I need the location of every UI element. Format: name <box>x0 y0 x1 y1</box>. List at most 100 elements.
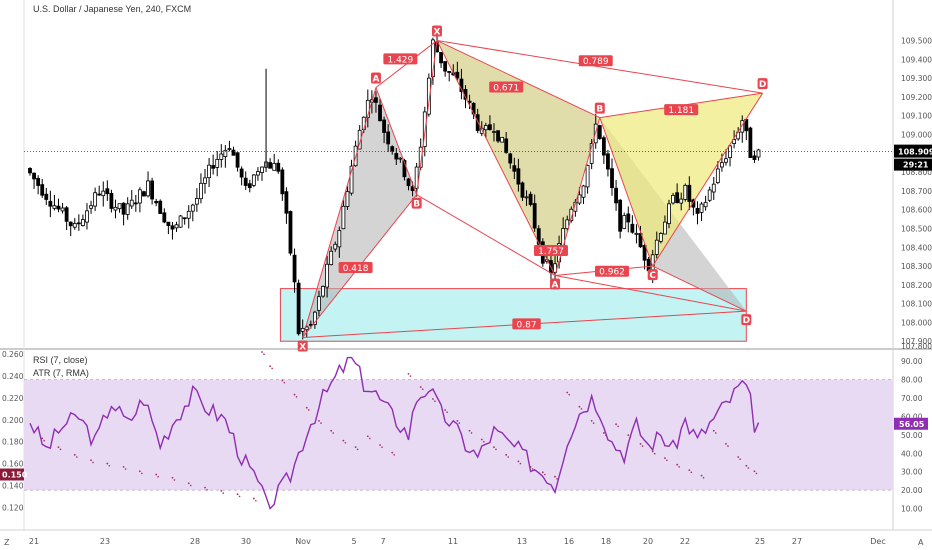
candle-body <box>720 162 724 168</box>
countdown-text: 29:21 <box>903 161 929 170</box>
atr-tick: 0.200 <box>2 416 24 425</box>
candle-body <box>394 153 399 160</box>
atr-dot <box>252 497 255 500</box>
atr-dot <box>122 465 125 468</box>
atr-dot <box>157 475 159 478</box>
candle-body <box>247 183 252 189</box>
atr-tick: 0.160 <box>2 460 24 469</box>
atr-dot <box>293 393 296 396</box>
price-tick: 109.200 <box>901 93 932 102</box>
candle-body <box>642 245 647 261</box>
candle-body <box>280 169 285 195</box>
candle-body <box>516 168 521 185</box>
candle-body <box>142 191 146 197</box>
atr-last-text: 0.150 <box>2 471 28 480</box>
candle-body <box>288 211 293 254</box>
atr-dot <box>556 478 558 480</box>
atr-dot <box>495 448 497 451</box>
candle-body <box>89 205 93 209</box>
leg-ba-gray <box>416 194 556 276</box>
atr-dot <box>458 422 461 424</box>
candle-body <box>199 182 203 200</box>
atr-dot <box>745 464 748 467</box>
candle-body <box>711 183 716 193</box>
candle-body <box>36 178 41 186</box>
atr-tick: 0.140 <box>2 481 24 490</box>
price-tick: 108.800 <box>901 168 932 177</box>
price-tick: 108.200 <box>901 281 932 290</box>
price-tick: 109.500 <box>901 37 932 46</box>
candle-body <box>272 163 277 171</box>
candle-body <box>44 193 49 200</box>
point-label-bg <box>647 269 658 281</box>
candle-body <box>117 203 122 210</box>
atr-dot <box>255 499 257 502</box>
candle-body <box>496 130 500 142</box>
price-tick: 108.500 <box>901 224 932 233</box>
atr-dot <box>220 490 223 492</box>
candle-body <box>268 162 273 169</box>
atr-dot <box>330 429 333 432</box>
timezone-button[interactable]: Z <box>4 538 10 547</box>
candle-body <box>528 193 533 205</box>
candle-body <box>68 221 73 227</box>
price-tick: 109.300 <box>901 74 932 83</box>
atr-dot <box>73 453 76 456</box>
atr-tick: 0.180 <box>2 438 24 447</box>
atr-dot <box>468 429 471 432</box>
candle-body <box>182 217 187 220</box>
price-tick: 108.300 <box>901 262 932 271</box>
ratio-label-bg <box>383 53 418 65</box>
candle-body <box>166 221 171 226</box>
auto-scale-button[interactable]: A <box>918 538 924 547</box>
atr-dot <box>639 442 642 445</box>
candle-body <box>284 191 289 214</box>
candle-body <box>292 254 297 283</box>
candle-body <box>622 215 627 229</box>
atr-dot <box>444 409 447 411</box>
atr-dot <box>747 467 750 469</box>
rsi-tick: 10.00 <box>901 505 923 514</box>
harmonic-pattern-lines <box>24 40 893 338</box>
time-tick: 30 <box>241 537 251 546</box>
leg-ad-gray <box>554 274 747 312</box>
harmonic-labels: X A B X A B C D D 1.429 0.418 0.671 0.789 1.181 1.757 0… <box>297 25 768 352</box>
candle-body <box>610 168 614 188</box>
atr-dot <box>344 441 347 444</box>
atr-dot <box>90 459 92 462</box>
ratio-label: 0.962 <box>599 268 625 278</box>
candle-body <box>178 215 183 228</box>
candlestick-series <box>28 33 761 340</box>
candle-body <box>483 125 488 131</box>
candle-body <box>699 203 704 213</box>
atr-dot <box>419 386 422 388</box>
point-label: X <box>299 342 306 352</box>
point-label: D <box>743 316 750 326</box>
chart-title: U.S. Dollar / Japanese Yen, 240, FXCM <box>33 4 191 14</box>
candle-body <box>577 194 582 204</box>
atr-dot <box>434 400 436 403</box>
candle-body <box>146 180 150 197</box>
time-tick: 16 <box>564 537 574 546</box>
atr-dot <box>59 448 62 451</box>
time-tick: 13 <box>517 537 527 546</box>
candle-body <box>740 120 745 133</box>
candle-body <box>76 222 81 225</box>
atr-dot <box>92 461 94 464</box>
candle-body <box>170 225 175 230</box>
candle-body <box>414 166 419 189</box>
atr-dot <box>138 470 141 473</box>
candle-body <box>239 168 244 178</box>
atr-dot <box>173 479 176 481</box>
atr-dot <box>432 398 434 400</box>
leg-cd-2 <box>652 92 764 267</box>
atr-dot <box>318 420 320 422</box>
candle-body <box>207 164 211 179</box>
candle-body <box>614 187 618 204</box>
atr-dot <box>690 471 693 474</box>
leg-bc-2 <box>599 117 654 267</box>
atr-dot <box>505 453 508 456</box>
time-tick: 5 <box>351 537 356 546</box>
atr-dot <box>739 458 741 460</box>
